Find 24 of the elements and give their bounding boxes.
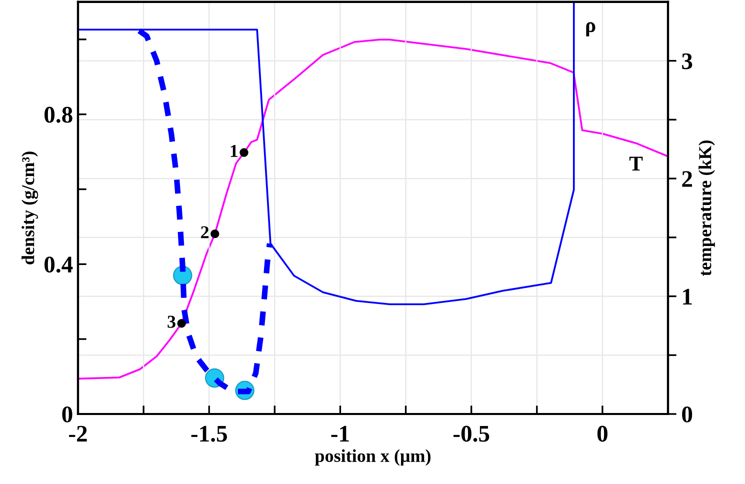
y2-tick-label: 0 — [682, 406, 692, 422]
x-tick-label: -0.5 — [454, 426, 490, 442]
y-axis-title: density (g/cm³) — [22, 152, 38, 264]
x-tick-label: -1 — [331, 426, 349, 442]
series-label: ρ — [586, 22, 596, 36]
point — [210, 229, 220, 238]
y2-tick-label: 1 — [683, 288, 692, 304]
x-tick-label: -2 — [69, 426, 87, 442]
point — [177, 318, 186, 328]
y2-tick-label: 3 — [682, 53, 692, 70]
y-tick-label: 0 — [62, 406, 72, 422]
x-axis-title: position x (μm) — [314, 449, 430, 466]
x-tick-label: -1.5 — [191, 426, 227, 442]
point — [240, 148, 248, 157]
line-series — [78, 38, 668, 380]
annotation: 1 — [230, 144, 238, 157]
series-label: T — [629, 156, 643, 170]
y2-axis-title: temperature (kK) — [698, 140, 715, 276]
x-tick-label: 0 — [597, 426, 608, 442]
annotation: 3 — [168, 316, 176, 328]
y-tick-label: 0.4 — [44, 256, 73, 273]
y-tick-label: 0.8 — [44, 106, 72, 123]
annotation: 2 — [201, 226, 209, 238]
y2-tick-label: 2 — [682, 171, 692, 187]
